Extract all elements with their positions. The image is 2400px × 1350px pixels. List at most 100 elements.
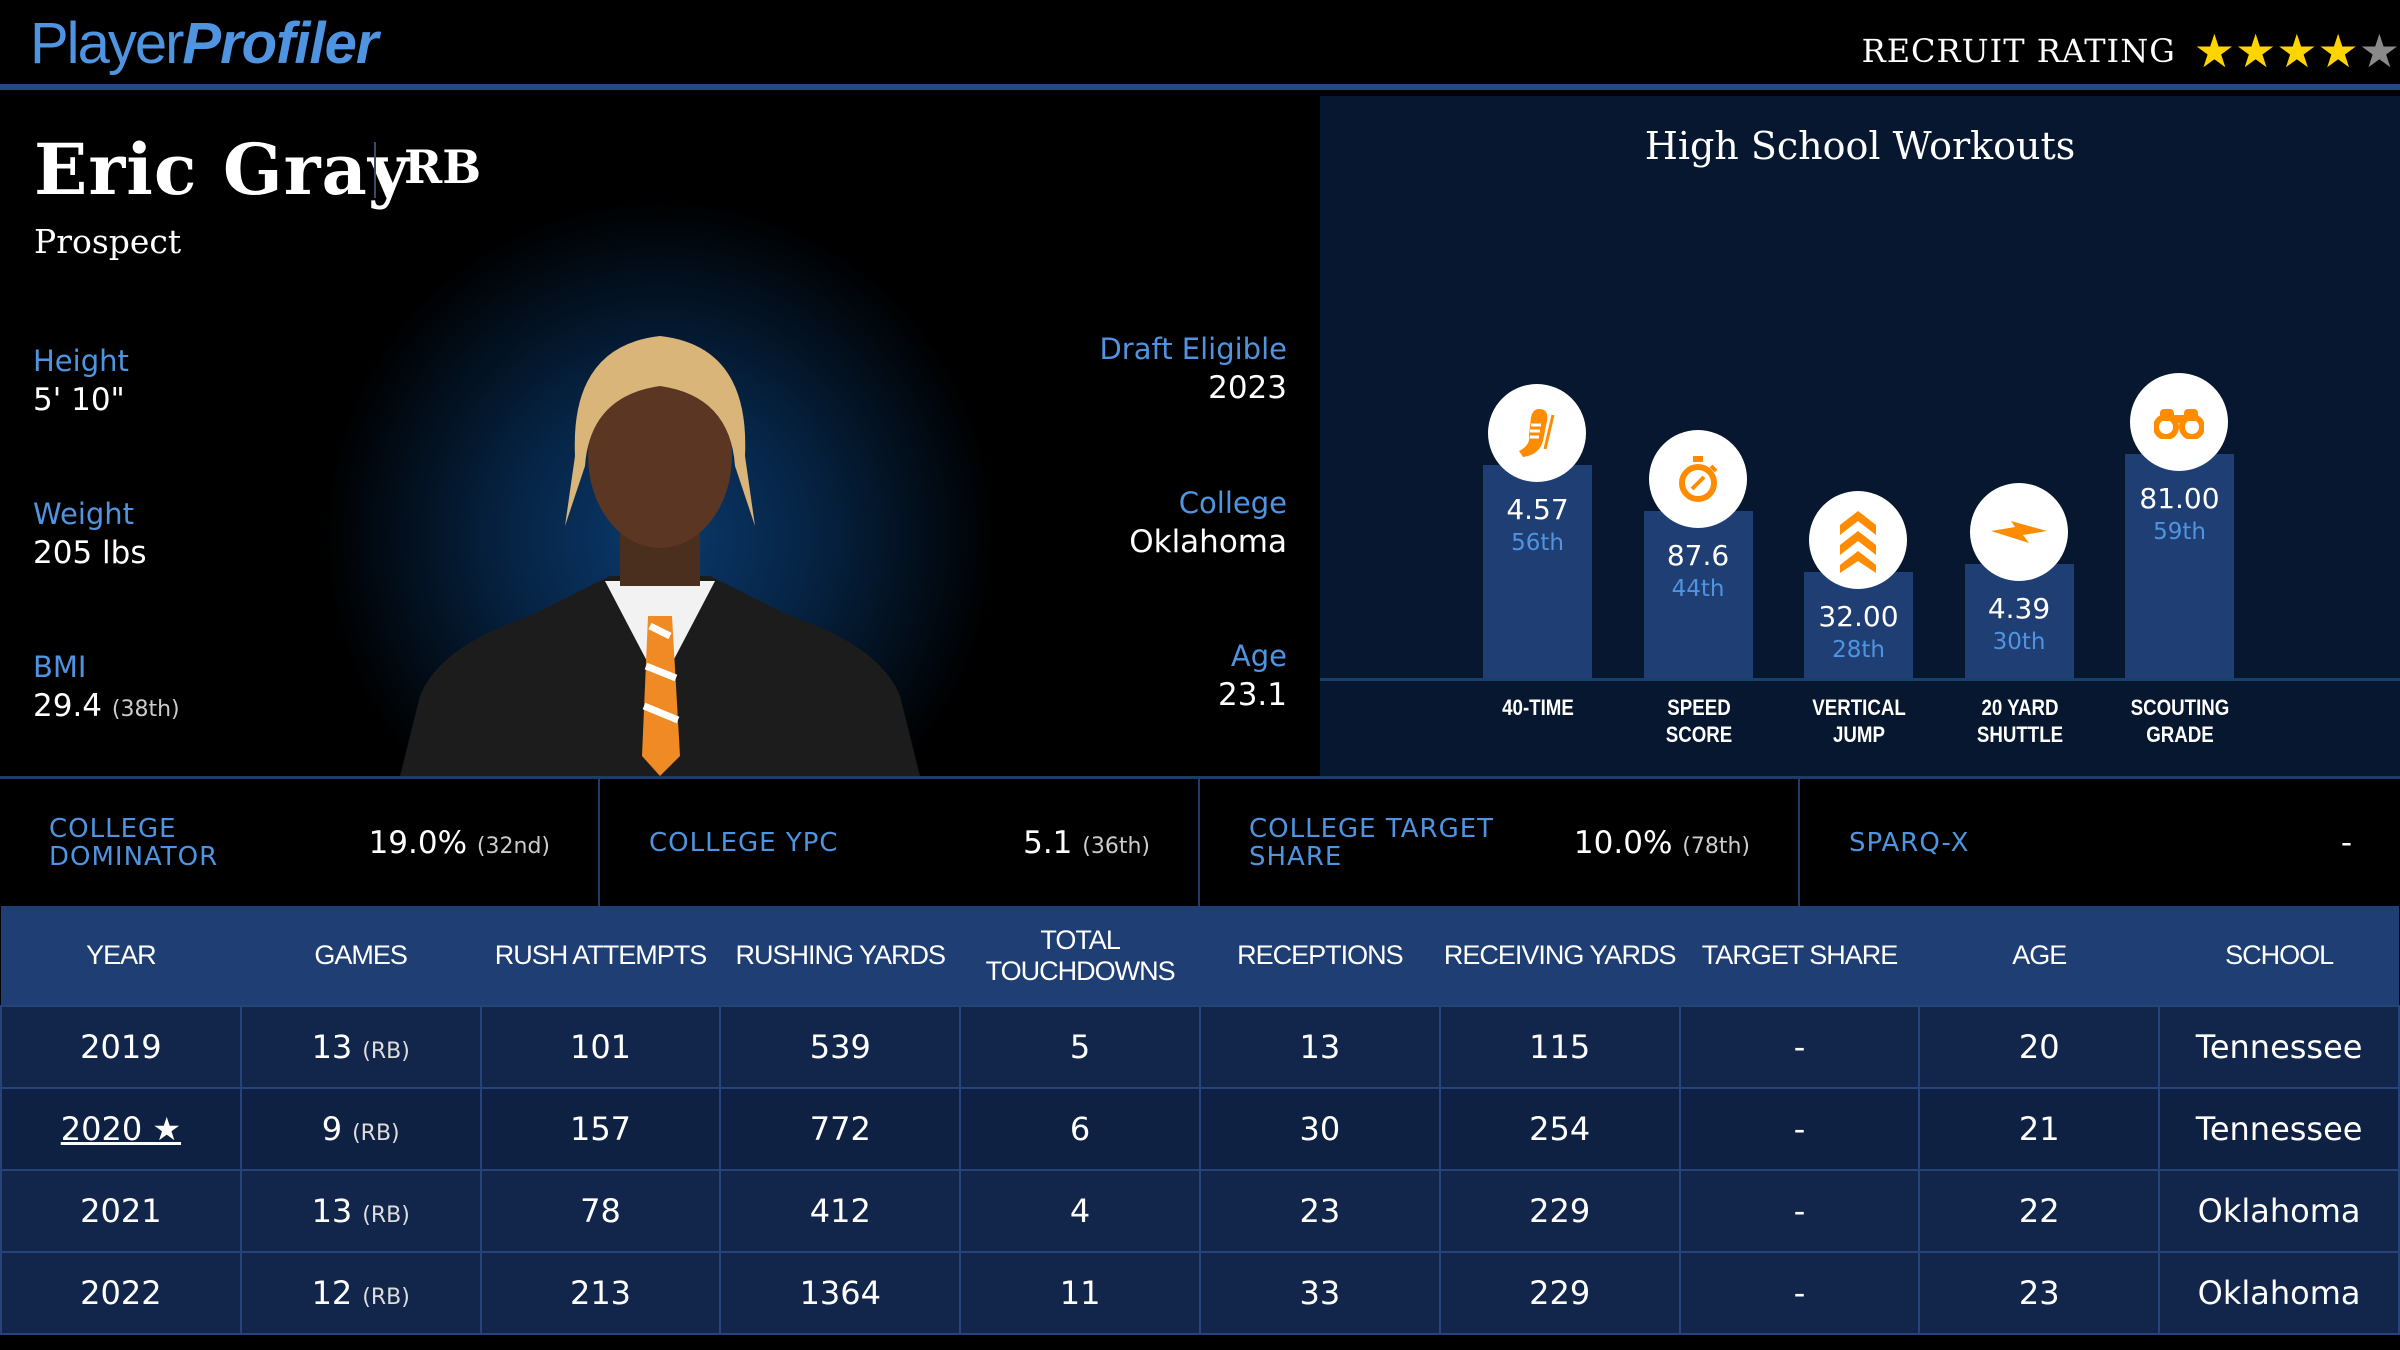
college-stats-strip: COLLEGE DOMINATOR 19.0% (32nd) COLLEGE YPC…: [0, 776, 2400, 906]
age-label: Age: [1230, 639, 1287, 673]
star-filled-icon: ★: [2193, 24, 2235, 78]
table-cell: 229: [1529, 1192, 1591, 1230]
table-cell: 20: [1918, 1005, 2161, 1089]
games-position: (RB): [362, 1203, 410, 1228]
player-bio-panel: Eric Gray RB Prospect Height 5' 10" Weig…: [0, 96, 1320, 776]
workout-percentile: 44th: [1671, 575, 1725, 602]
workout-label-line2: SCORE: [1665, 722, 1732, 747]
table-cell: 23: [1299, 1192, 1341, 1230]
workout-value: 32.00: [1818, 599, 1899, 633]
table-cell: -: [1678, 1087, 1921, 1171]
stat-label[interactable]: COLLEGE YPC: [649, 827, 839, 858]
table-cell: 412: [809, 1192, 871, 1230]
games-position: (RB): [352, 1121, 400, 1146]
stat-value: 5.1 (36th): [1023, 825, 1150, 861]
recruit-rating-label: RECRUIT RATING: [1861, 32, 2176, 70]
stat-number: -: [2340, 824, 2352, 861]
recruit-rating: RECRUIT RATING ★★★★★: [1862, 28, 2400, 74]
workouts-panel: High School Workouts 4.57 56th 40-TIME 87.6…: [1320, 96, 2400, 776]
workout-label-line1: SCOUTING: [2130, 695, 2230, 720]
table-cell: Oklahoma: [2158, 1251, 2400, 1335]
column-header[interactable]: AGE: [1919, 906, 2160, 1006]
column-header[interactable]: YEAR: [1, 906, 241, 1006]
stat-label[interactable]: COLLEGE DOMINATOR: [49, 813, 219, 872]
games-position: (RB): [362, 1285, 410, 1310]
table-row: 2019 13 (RB) 101 539 5 13 115 - 20 Tennessee: [0, 1005, 2400, 1089]
table-cell: 20: [2018, 1028, 2060, 1066]
column-header[interactable]: GAMES: [240, 906, 481, 1006]
column-header[interactable]: RUSHING YARDS: [720, 906, 961, 1006]
stat-label[interactable]: SPARQ-X: [1849, 827, 1970, 858]
column-header[interactable]: SCHOOL: [2159, 906, 2399, 1006]
table-cell: 539: [809, 1028, 871, 1066]
table-cell: 21: [2018, 1110, 2060, 1148]
college-value: Oklahoma: [1129, 524, 1287, 560]
workout-percentile: 28th: [1832, 636, 1885, 663]
workout-label-line1: 40-TIME: [1502, 695, 1574, 720]
table-cell: 2021: [0, 1169, 242, 1253]
college-stats-table: YEAR GAMES RUSH ATTEMPTS RUSHING YARDS TOTAL…: [0, 906, 2400, 1335]
table-cell: Tennessee: [2195, 1110, 2363, 1148]
weight-label: Weight: [33, 497, 135, 531]
stat-rank: (78th): [1682, 833, 1750, 859]
bmi-rank: (38th): [111, 697, 180, 722]
table-cell: 4: [959, 1169, 1201, 1253]
table-cell: 101: [479, 1005, 722, 1089]
table-cell: 2022: [0, 1251, 242, 1335]
workout-label-line1: SPEED: [1666, 695, 1731, 720]
table-cell: 539: [719, 1005, 962, 1089]
stopwatch-icon: [1648, 429, 1747, 528]
star-empty-icon: ★: [2358, 24, 2400, 78]
table-row: 2022 12 (RB) 213 1364 11 33 229 - 23 Oklahoma: [0, 1251, 2400, 1335]
age-value: 23.1: [1217, 677, 1287, 713]
column-header[interactable]: RUSH ATTEMPTS: [480, 906, 721, 1006]
table-cell: 21: [1918, 1087, 2161, 1171]
table-cell: Tennessee: [2158, 1087, 2400, 1171]
stat-label[interactable]: COLLEGE TARGET SHARE: [1249, 813, 1495, 872]
star-filled-icon: ★: [2317, 24, 2359, 78]
playerprofiler-logo[interactable]: PlayerProfiler: [30, 10, 378, 77]
stat-rank: (36th): [1082, 833, 1150, 859]
table-cell: Tennessee: [2195, 1028, 2363, 1066]
column-header[interactable]: RECEIVING YARDS: [1439, 906, 1680, 1006]
games-count: 9: [321, 1110, 343, 1148]
year-cell: 2022: [80, 1274, 162, 1312]
stat-number: 5.1: [1023, 824, 1073, 861]
workout-label: SCOUTING GRADE: [2112, 694, 2248, 748]
name-divider: [374, 142, 376, 198]
table-cell: 5: [1069, 1028, 1091, 1066]
table-cell: 23: [2018, 1274, 2060, 1312]
table-cell: 772: [809, 1110, 871, 1148]
table-cell: 1364: [719, 1251, 962, 1335]
column-header[interactable]: TARGET SHARE: [1679, 906, 1920, 1006]
column-header[interactable]: RECEPTIONS: [1199, 906, 1440, 1006]
table-cell: 23: [1918, 1251, 2161, 1335]
workouts-baseline: [1320, 678, 2400, 681]
lightning-icon: [1969, 483, 2068, 581]
table-cell: 13 (RB): [239, 1005, 482, 1089]
table-row: 2020 ★ 9 (RB) 157 772 6 30 254 - 21 Tennessee: [0, 1087, 2400, 1171]
workout-label-line2: GRADE: [2146, 722, 2214, 747]
workout-value: 87.6: [1666, 538, 1730, 572]
workout-label-line1: VERTICAL: [1812, 695, 1906, 720]
workout-label-line1: 20 YARD: [1981, 695, 2058, 720]
stat-cell: SPARQ-X -: [1800, 779, 2400, 906]
workout-bar-speed: 87.6 44th: [1643, 510, 1753, 678]
table-cell: 213: [479, 1251, 722, 1335]
table-cell: 33: [1299, 1274, 1341, 1312]
stat-number: 19.0%: [368, 824, 468, 861]
table-cell: 33: [1198, 1251, 1441, 1335]
draft-eligible-label: Draft Eligible: [1099, 332, 1287, 366]
table-cell: 229: [1438, 1169, 1681, 1253]
table-cell: 9 (RB): [239, 1087, 482, 1171]
table-cell: 772: [719, 1087, 962, 1171]
table-cell: 30: [1198, 1087, 1441, 1171]
recruit-stars: ★★★★★: [2194, 28, 2400, 74]
column-header[interactable]: TOTAL TOUCHDOWNS: [960, 906, 1200, 1006]
player-photo: [400, 336, 920, 776]
top-header: PlayerProfiler RECRUIT RATING ★★★★★: [0, 0, 2400, 90]
year-link[interactable]: 2020 ★: [60, 1110, 182, 1148]
table-cell: 254: [1438, 1087, 1681, 1171]
table-cell: 412: [719, 1169, 962, 1253]
workout-value: 81.00: [2139, 481, 2220, 515]
